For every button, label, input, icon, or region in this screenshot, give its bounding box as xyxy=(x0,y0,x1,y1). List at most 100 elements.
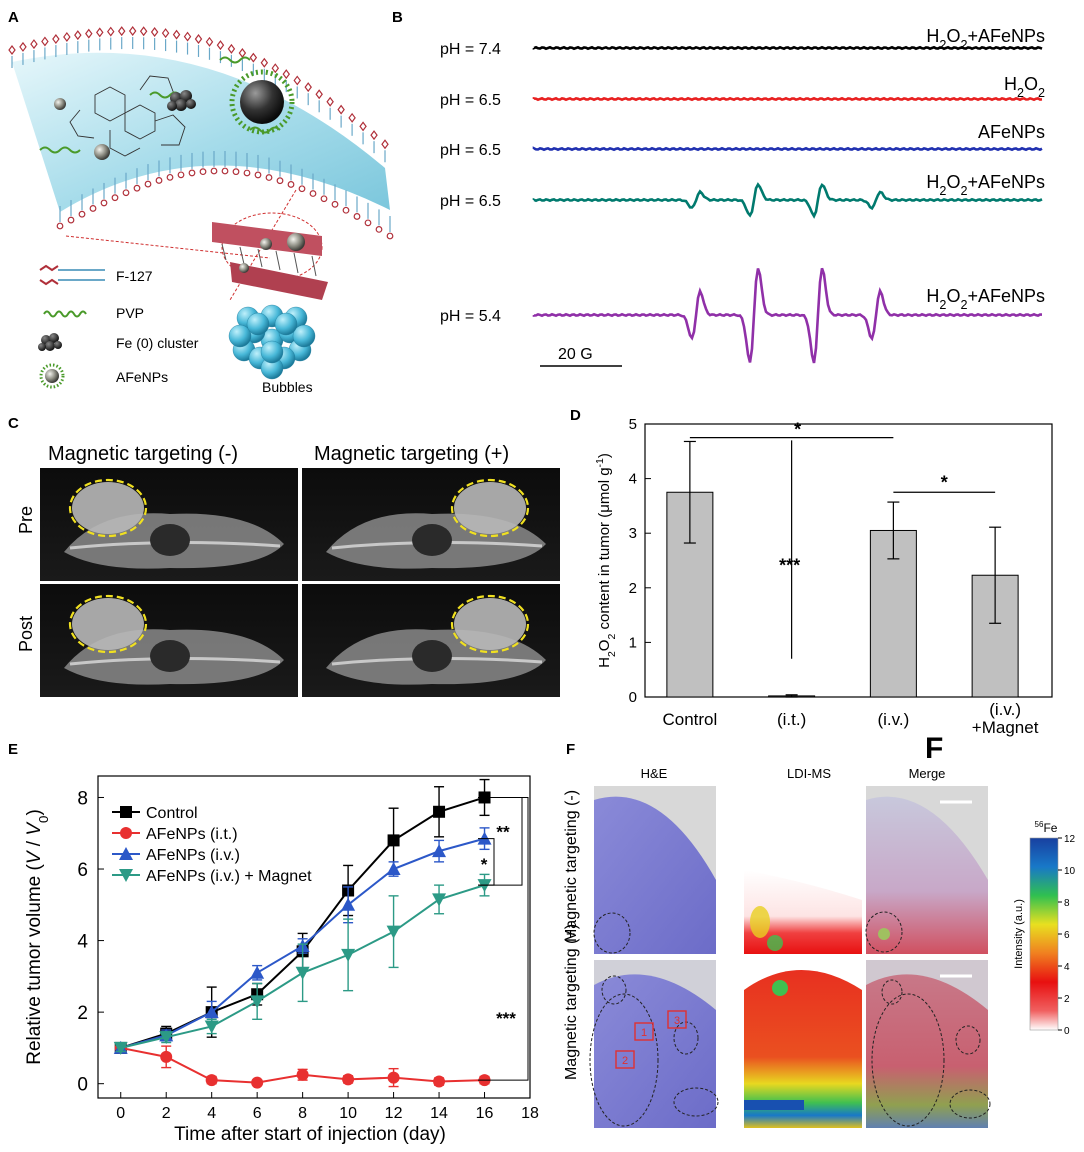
legend-label-3: AFeNPs (i.v.) xyxy=(146,847,240,864)
sig-bracket xyxy=(478,838,495,886)
x-tick-label: 12 xyxy=(385,1105,403,1122)
marker-triangle xyxy=(119,847,133,860)
lipid-head xyxy=(232,168,240,176)
y-axis-label-run: V xyxy=(24,849,45,864)
series-2 xyxy=(114,1041,491,1089)
lipid-head xyxy=(282,69,291,80)
colorbar-tick-label: 2 xyxy=(1064,994,1070,1005)
lipid-head xyxy=(370,130,378,141)
text-run: H xyxy=(926,286,939,306)
lipid-head xyxy=(52,34,60,45)
panel-c-row-pre: Pre xyxy=(16,506,36,534)
line-chart: 0 2 4 6 8 10 12 14 16 18 0 2 4 6 8 Time after start of … xyxy=(24,775,539,1145)
plot-frame xyxy=(97,775,531,1099)
lipid-head xyxy=(326,96,334,107)
panel-f-row-minus: Magnetic targeting (-) xyxy=(563,790,580,942)
lipid-head xyxy=(89,205,97,212)
lipid-head xyxy=(128,25,137,36)
lipid-head xyxy=(67,216,75,224)
bubble xyxy=(274,312,298,336)
y-axis-label-run: V xyxy=(24,821,45,836)
subscript: 2 xyxy=(1017,86,1024,100)
panel-c-row-post: Post xyxy=(16,616,36,652)
marker-square xyxy=(120,806,132,818)
roi-ellipse xyxy=(593,912,631,954)
lipid-head xyxy=(243,169,251,177)
lipid-head xyxy=(353,213,361,220)
lipid-head xyxy=(144,180,152,188)
legend-label-f127: F-127 xyxy=(116,268,153,284)
panel-f-letter: F xyxy=(566,741,575,758)
y-tick-label: 0 xyxy=(77,1075,88,1096)
marker-triangle-down xyxy=(204,1020,219,1034)
roi-boxes: 1 2 3 xyxy=(615,1010,687,1069)
lipid-head xyxy=(381,139,389,150)
x-category-label-2: (i.t.) xyxy=(777,710,806,729)
lipid-heads-bottom xyxy=(56,150,394,240)
x-tick-label: 2 xyxy=(162,1105,171,1122)
scale-bar-label: 20 G xyxy=(558,346,593,363)
legend-label-pvp: PVP xyxy=(116,305,144,321)
tumor-roi-ellipse xyxy=(68,478,148,538)
lipid-head xyxy=(8,45,16,55)
panel-a-letter: A xyxy=(8,9,19,26)
subscript: 2 xyxy=(960,38,967,52)
lipid-head xyxy=(254,171,262,179)
marker-triangle-down xyxy=(295,966,310,980)
line-chart-legend: Control AFeNPs (i.t.) AFeNPs (i.v.) AFeNPs … xyxy=(112,805,312,885)
mri-images xyxy=(40,468,560,697)
he-tissue-top xyxy=(594,796,716,954)
sig-marker: * xyxy=(941,472,948,492)
sig-marker: * xyxy=(794,420,801,440)
subscript: 2 xyxy=(939,298,946,312)
lipid-head xyxy=(188,169,196,177)
y-axis-label-run: -1 xyxy=(594,458,606,467)
lipid-head xyxy=(227,43,236,54)
lipid-heads-top xyxy=(8,25,389,163)
mri-spine xyxy=(412,640,452,672)
mri-spine xyxy=(150,640,190,672)
he-tissue-bottom xyxy=(594,974,716,1128)
lipid-head xyxy=(41,36,49,47)
y-tick-label: 4 xyxy=(629,471,637,488)
sig-marker: *** xyxy=(779,555,800,575)
panel-f: F H&E LDI-MS Merge Magnetic targeting (-… xyxy=(563,741,1076,1128)
marker-triangle xyxy=(432,844,447,858)
mri-tumor xyxy=(72,482,144,534)
epr-sample-label-4: H2O2+AFeNPs xyxy=(926,172,1045,198)
colorbar-tick-label: 10 xyxy=(1064,866,1076,877)
roi-label-2: 2 xyxy=(622,1055,628,1067)
ldi-map-bottom xyxy=(744,970,862,1128)
colorbar-tick-label: 12 xyxy=(1064,834,1076,845)
bubble xyxy=(260,340,284,364)
lipid-head xyxy=(122,189,130,197)
sig-marker: * xyxy=(481,855,488,874)
marker-triangle-down xyxy=(341,948,356,962)
lipid-head xyxy=(111,194,119,202)
text-run: O xyxy=(946,286,960,306)
epr-trace-4 xyxy=(532,182,1043,219)
plot-frame xyxy=(644,423,1053,698)
y-tick-label: 0 xyxy=(629,689,637,706)
text-run: +AFeNPs xyxy=(967,172,1045,192)
y-tick-label: 1 xyxy=(629,634,637,651)
legend-label-1: Control xyxy=(146,805,198,822)
y-axis-label-run: ) xyxy=(24,809,45,815)
panel-f-col-he: H&E xyxy=(641,766,668,781)
marker-triangle xyxy=(250,965,265,979)
x-tick-label: 6 xyxy=(253,1105,262,1122)
x-tick-label: 14 xyxy=(430,1105,448,1122)
epr-ph-label-3: pH = 6.5 xyxy=(440,142,501,159)
epr-sample-label-2: H2O2 xyxy=(1004,74,1045,100)
marker-circle xyxy=(433,1075,446,1088)
marker-triangle xyxy=(386,862,401,876)
tumor-roi-ellipse xyxy=(450,594,530,654)
large-nanoparticle xyxy=(229,69,295,135)
mri-spine xyxy=(150,524,190,556)
marker-circle xyxy=(120,827,132,839)
text-run: O xyxy=(946,172,960,192)
lipid-head xyxy=(194,33,203,44)
epr-sample-label-1: H2O2+AFeNPs xyxy=(926,26,1045,52)
